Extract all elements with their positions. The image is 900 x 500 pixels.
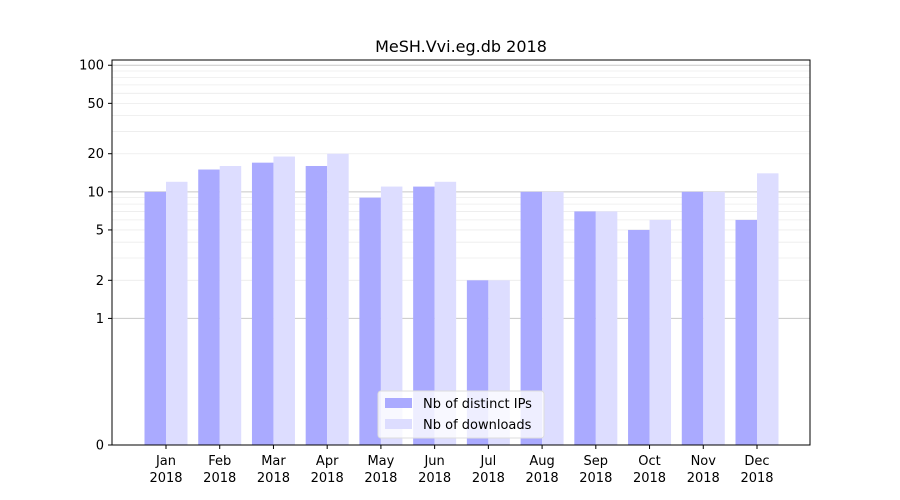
x-tick-label-month: Aug [529, 454, 554, 469]
bar-downloads [273, 156, 295, 446]
bar-distinct-ips [144, 191, 166, 445]
bar-distinct-ips [681, 191, 704, 445]
x-tick-label-year: 2018 [257, 471, 290, 486]
bars [144, 153, 779, 446]
bar-distinct-ips [520, 191, 543, 445]
x-tick-label-year: 2018 [633, 471, 666, 486]
y-tick-label: 5 [96, 223, 104, 238]
legend-box [377, 390, 545, 439]
x-tick-label-month: Sep [584, 454, 609, 469]
axes: 0 1 2 5 10 20 50 100 Jan 2018 Feb 2018 Mar 2018 Apr 201… [79, 59, 811, 486]
bar-distinct-ips [574, 211, 596, 445]
x-tick-label-year: 2018 [687, 471, 720, 486]
bar-downloads [757, 173, 779, 445]
x-tick-label-month: Mar [261, 454, 286, 469]
chart-title: MeSH.Vvi.eg.db 2018 [375, 37, 547, 56]
y-tick-label: 10 [87, 185, 104, 200]
bar-downloads [703, 191, 725, 445]
x-tick-label-month: Dec [744, 454, 769, 469]
x-tick-label-year: 2018 [472, 471, 505, 486]
x-tick-label-year: 2018 [364, 471, 397, 486]
bar-downloads [166, 181, 188, 445]
x-tick-label-year: 2018 [418, 471, 451, 486]
legend-swatch [385, 398, 412, 408]
bar-downloads [434, 181, 457, 445]
y-tick-label: 2 [96, 274, 104, 289]
x-tick-label-month: Jul [480, 454, 497, 469]
bar-downloads [327, 153, 349, 446]
x-tick-label-month: Nov [691, 454, 717, 469]
y-tick-label: 50 [87, 97, 104, 112]
legend-label: Nb of distinct IPs [423, 397, 532, 412]
bar-distinct-ips [305, 165, 328, 446]
x-tick-label-year: 2018 [740, 471, 773, 486]
x-tick-label-year: 2018 [203, 471, 236, 486]
legend: Nb of distinct IPs Nb of downloads [377, 390, 545, 439]
bar-distinct-ips [628, 229, 650, 445]
x-tick-label-month: Apr [316, 454, 339, 469]
x-tick-label-month: May [367, 454, 394, 469]
x-tick-label-month: Oct [638, 454, 660, 469]
bar-distinct-ips [413, 186, 435, 446]
x-tick-label-year: 2018 [579, 471, 612, 486]
bar-downloads [380, 186, 403, 446]
bar-distinct-ips [198, 169, 220, 445]
bar-distinct-ips [735, 219, 757, 445]
bar-distinct-ips [251, 162, 274, 445]
bar-distinct-ips [359, 197, 381, 445]
bar-downloads [649, 219, 672, 445]
y-tick-label: 20 [87, 147, 104, 162]
x-tick-label-month: Jan [155, 454, 176, 469]
y-tick-label: 100 [79, 59, 104, 74]
bar-downloads [595, 211, 618, 445]
bar-downloads [219, 165, 242, 446]
plot-frame [111, 59, 811, 446]
y-tick-label: 0 [96, 439, 104, 454]
bar-downloads [542, 191, 564, 445]
x-tick-label-year: 2018 [149, 471, 182, 486]
x-tick-label-year: 2018 [311, 471, 344, 486]
x-tick-label-year: 2018 [526, 471, 559, 486]
legend-label: Nb of downloads [423, 418, 532, 433]
y-tick-label: 1 [96, 312, 104, 327]
x-tick-label-month: Feb [208, 454, 231, 469]
legend-swatch [385, 419, 412, 429]
x-tick-label-month: Jun [423, 454, 444, 469]
